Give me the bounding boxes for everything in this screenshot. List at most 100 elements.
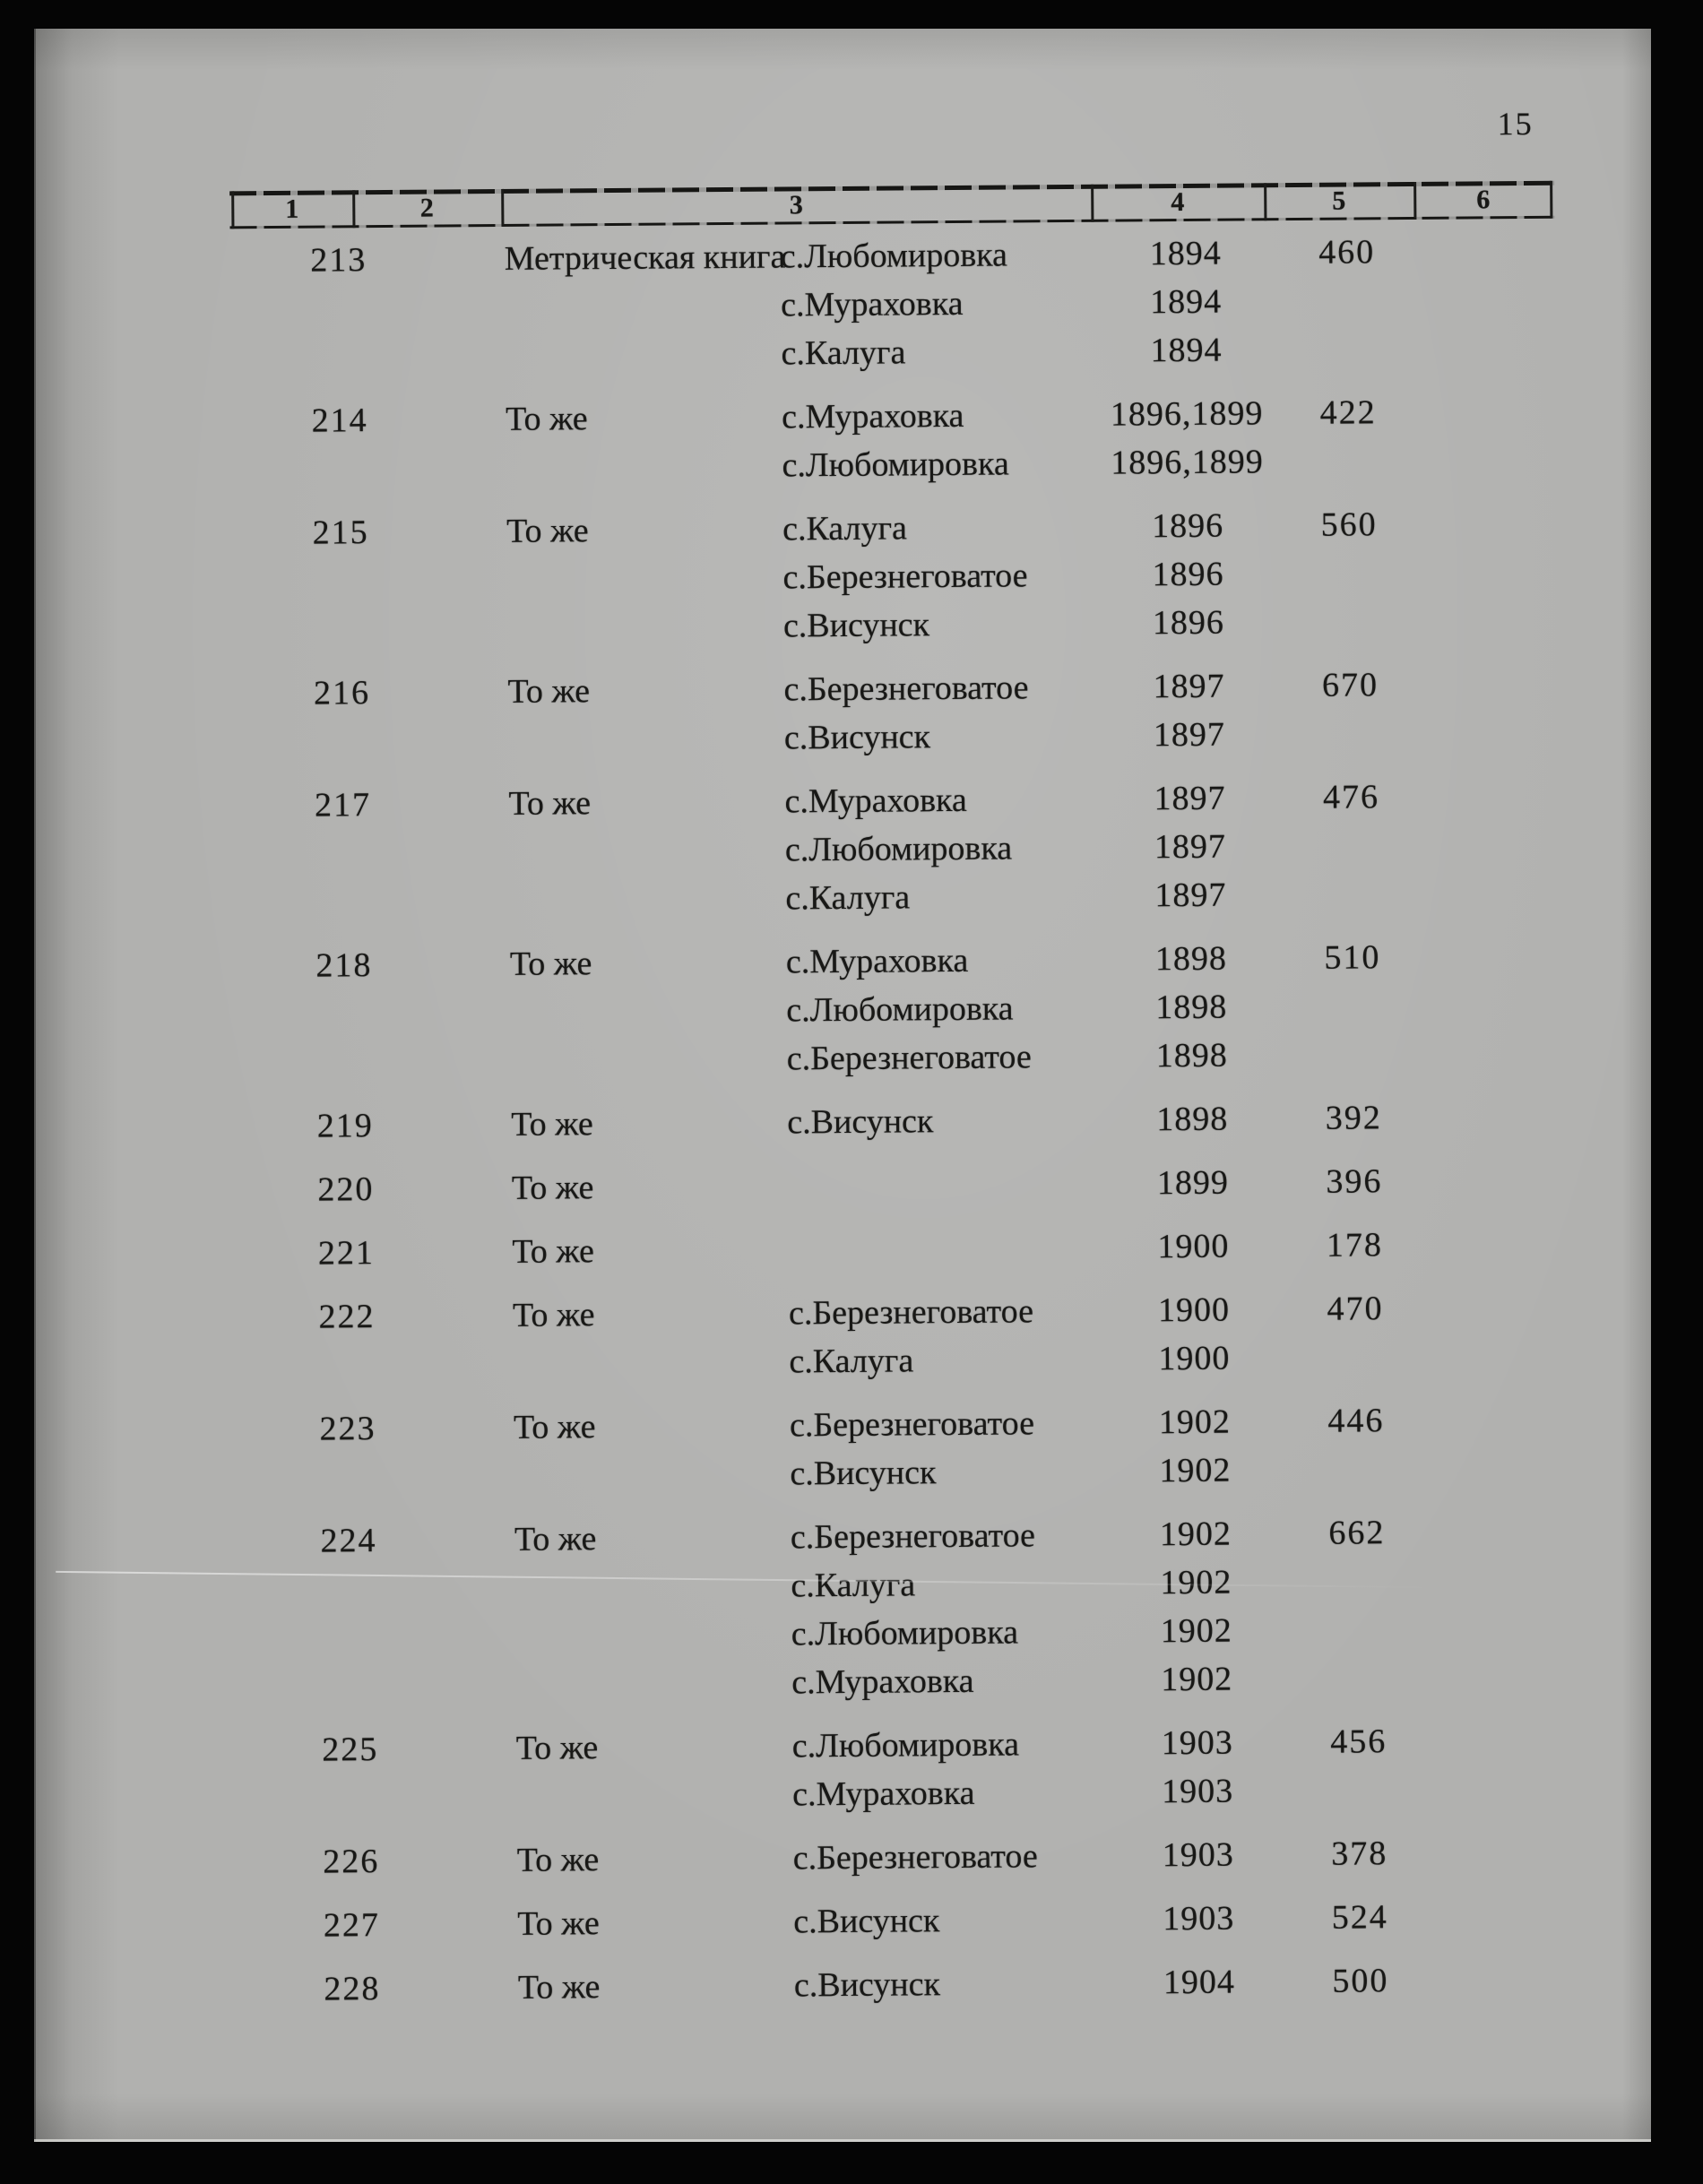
table-header: 1 2 3 4 5 6 — [229, 180, 1555, 229]
entry-years: 1896 — [1151, 506, 1224, 546]
entry-pages: 396 — [1326, 1162, 1383, 1201]
entry-title: То же — [509, 945, 592, 983]
entry-pages: 422 — [1319, 393, 1377, 432]
entry-place: с.Висунск — [782, 606, 930, 645]
entry-years: 1903 — [1161, 1723, 1233, 1763]
entry-number: 228 — [324, 1970, 381, 2008]
entry-pages: 446 — [1327, 1402, 1385, 1440]
entry-years: 1903 — [1163, 1899, 1235, 1938]
entry-place: с.Любомировка — [791, 1613, 1019, 1653]
entry-place: с.Мураховка — [781, 396, 964, 436]
entry-pages: 476 — [1322, 778, 1380, 816]
entry-title: То же — [507, 672, 591, 711]
entry-place: с.Березнеговатое — [792, 1837, 1038, 1878]
column-header-4: 4 — [1171, 186, 1185, 218]
entry-title: То же — [517, 1968, 601, 2007]
column-header-5: 5 — [1332, 186, 1346, 216]
entry-title: То же — [511, 1105, 593, 1144]
entry-years: 1902 — [1161, 1660, 1233, 1699]
entry-number: 222 — [318, 1298, 376, 1336]
entry-years: 1903 — [1162, 1835, 1234, 1875]
entry-years: 1897 — [1153, 667, 1225, 706]
entry-place: с.Калуга — [785, 878, 911, 918]
table-row: 226 То же с.Березнеговатое 1903 378 — [40, 1827, 1657, 1888]
table-row: 220 То же 1899 396 — [35, 1155, 1652, 1216]
entry-place: с.Висунск — [790, 1454, 937, 1493]
entry-years: 1900 — [1157, 1227, 1230, 1266]
column-header-6: 6 — [1476, 185, 1491, 215]
entry-years: 1897 — [1154, 876, 1227, 915]
entry-place: с.Любомировка — [786, 989, 1014, 1030]
entry-place: с.Любомировка — [780, 236, 1008, 276]
entry-pages: 470 — [1327, 1290, 1384, 1328]
entry-years: 1900 — [1158, 1339, 1231, 1378]
entry-place: с.Калуга — [791, 1566, 916, 1605]
entry-title: То же — [505, 400, 588, 438]
entry-years: 1897 — [1154, 779, 1226, 818]
entry-number: 226 — [323, 1843, 380, 1881]
entry-number: 216 — [313, 674, 371, 712]
entry-place: с.Мураховка — [785, 941, 969, 981]
entry-years: 1898 — [1155, 988, 1228, 1027]
entry-years: 1898 — [1156, 1100, 1229, 1139]
entry-pages: 662 — [1328, 1514, 1386, 1552]
entry-title: То же — [515, 1729, 599, 1767]
entry-number: 221 — [317, 1234, 376, 1273]
entry-pages: 524 — [1331, 1898, 1388, 1937]
entry-years: 1894 — [1150, 331, 1223, 370]
entry-place: с.Калуга — [782, 509, 908, 548]
entry-years: 1902 — [1159, 1451, 1232, 1490]
entry-years: 1902 — [1159, 1515, 1232, 1554]
entry-number: 213 — [310, 241, 367, 280]
entry-place: с.Калуга — [789, 1342, 914, 1381]
entry-number: 219 — [316, 1107, 375, 1145]
entry-title: То же — [513, 1408, 596, 1446]
entry-years: 1902 — [1160, 1611, 1232, 1651]
entry-years: 1898 — [1155, 1036, 1228, 1075]
entry-pages: 178 — [1326, 1226, 1384, 1265]
entry-title: То же — [517, 1904, 600, 1943]
table-row: 221 То же 1900 178 — [35, 1219, 1652, 1280]
entry-title: То же — [516, 1841, 600, 1879]
page-number: 15 — [1497, 105, 1534, 142]
entry-place: с.Березнеговатое — [790, 1516, 1036, 1557]
table-row: 219 То же с.Висунск 1898 392 — [34, 1092, 1651, 1152]
entry-pages: 378 — [1331, 1834, 1388, 1873]
entry-years: 1898 — [1154, 939, 1228, 979]
entry-years: 1904 — [1163, 1963, 1236, 2002]
entry-place: с.Любомировка — [782, 445, 1009, 485]
table-row: 227 То же с.Висунск 1903 524 — [40, 1891, 1657, 1952]
entry-title: То же — [512, 1296, 595, 1334]
entry-place: с.Мураховка — [784, 781, 967, 821]
column-header-2: 2 — [419, 193, 434, 223]
entry-title: То же — [508, 784, 592, 823]
entry-years: 1900 — [1157, 1291, 1231, 1330]
table-body: 213 Метрическая книга с.Любомировка 1894 460… — [26, 22, 1643, 2007]
entry-pages: 500 — [1332, 1962, 1389, 2000]
entry-years: 1899 — [1156, 1163, 1230, 1203]
entry-years: 1894 — [1149, 282, 1223, 322]
entry-title: То же — [514, 1520, 597, 1558]
entry-place: с.Мураховка — [780, 284, 964, 324]
entry-pages: 460 — [1318, 233, 1376, 272]
entry-place: с.Висунск — [783, 718, 931, 757]
entry-pages: 392 — [1325, 1099, 1382, 1137]
column-header-3: 3 — [789, 190, 803, 220]
entry-pages: 456 — [1330, 1722, 1387, 1761]
entry-number: 217 — [314, 786, 372, 824]
entry-years: 1896 — [1152, 555, 1224, 594]
entry-place: с.Любомировка — [791, 1725, 1020, 1765]
entry-years: 1902 — [1158, 1403, 1232, 1442]
entry-place: с.Березнеговатое — [788, 1292, 1034, 1333]
entry-place: с.Висунск — [787, 1102, 934, 1142]
entry-number: 214 — [311, 401, 368, 440]
entry-number: 227 — [323, 1906, 381, 1945]
entry-title: То же — [511, 1169, 594, 1207]
entry-place: с.Калуга — [781, 333, 906, 373]
entry-number: 215 — [312, 514, 369, 552]
entry-years: 1896,1899 — [1111, 443, 1264, 482]
entry-place: с.Висунск — [793, 1965, 941, 2005]
entry-number: 225 — [322, 1731, 379, 1769]
entry-number: 224 — [320, 1522, 377, 1560]
